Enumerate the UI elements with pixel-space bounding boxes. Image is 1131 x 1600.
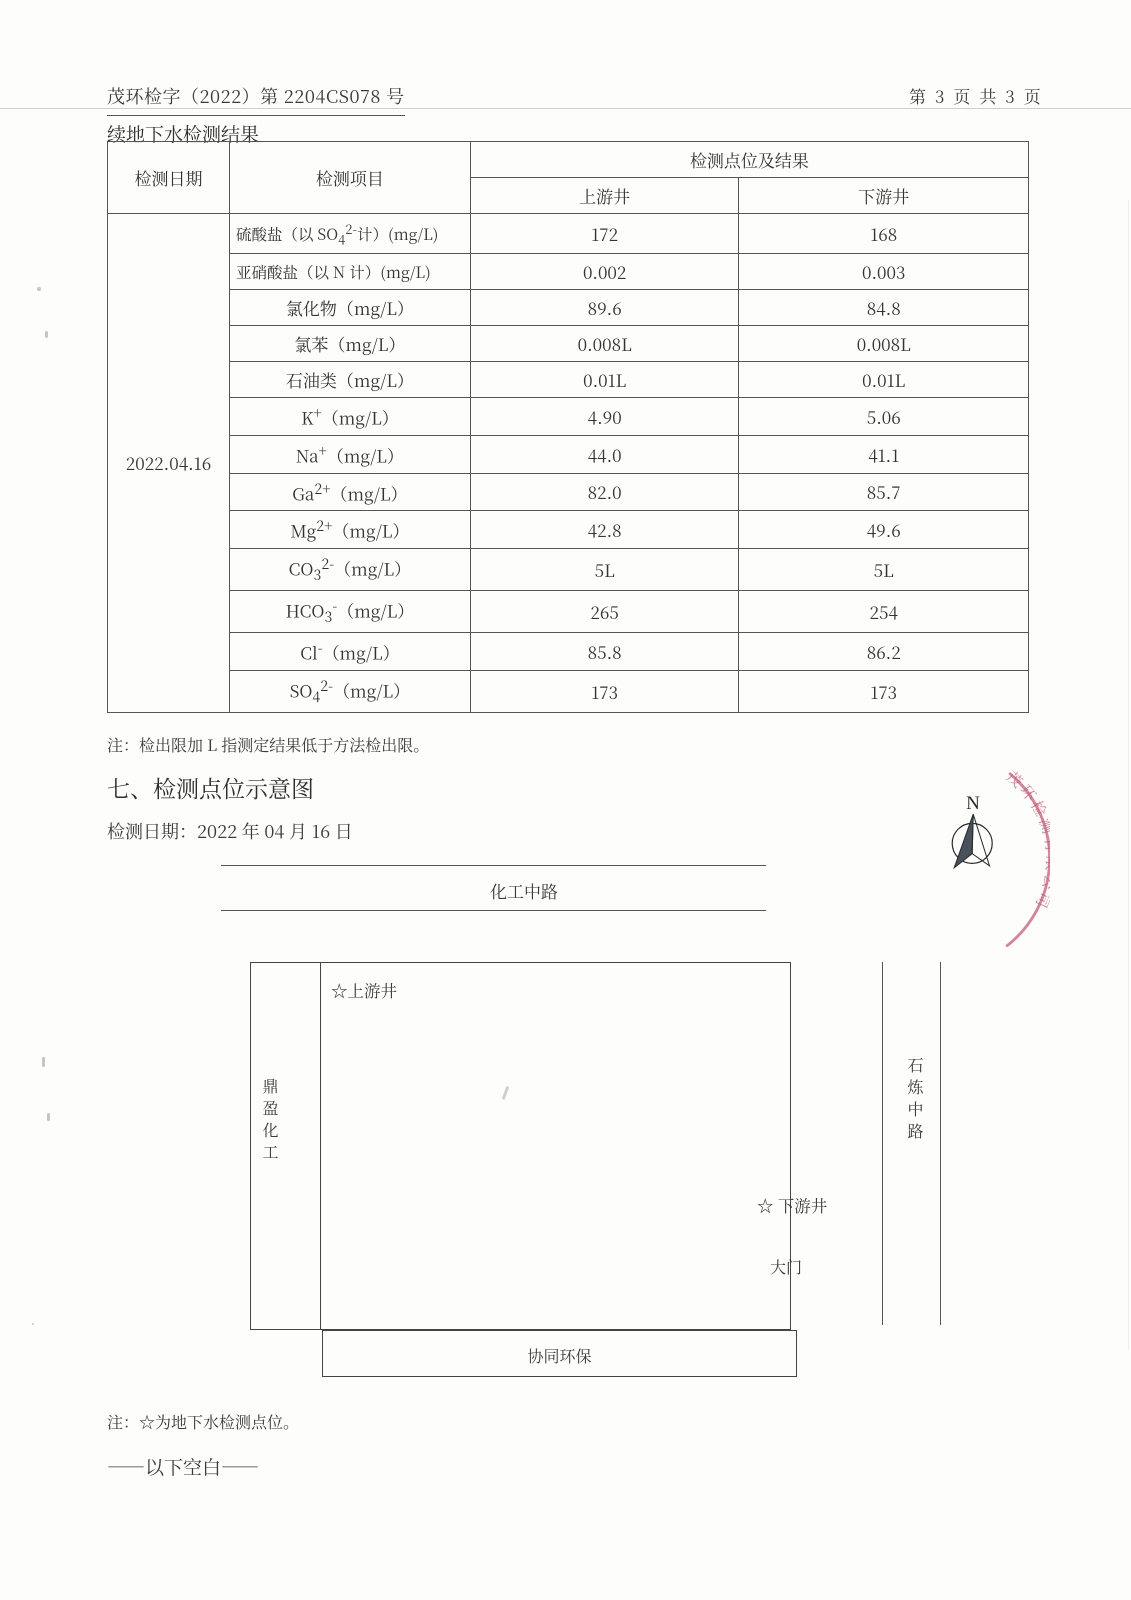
svg-text:茂环检测有限公司: 茂环检测有限公司 bbox=[1002, 766, 1050, 914]
